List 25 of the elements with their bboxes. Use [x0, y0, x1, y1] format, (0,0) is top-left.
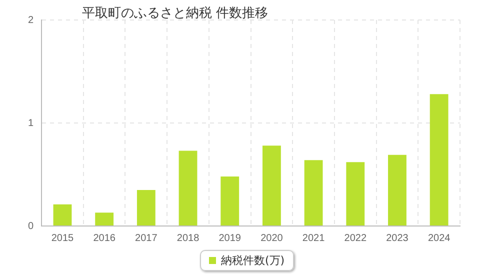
- bar: [304, 160, 323, 226]
- x-tick-label: 2023: [386, 232, 409, 244]
- x-tick-label: 2017: [135, 232, 158, 244]
- bar: [178, 150, 198, 226]
- x-tick-label: 2020: [260, 232, 284, 244]
- bar: [53, 204, 72, 226]
- x-tick-label: 2018: [176, 232, 200, 244]
- bar: [388, 154, 406, 226]
- bar: [430, 94, 448, 226]
- y-tick-label: 2: [28, 14, 34, 26]
- x-tick-label: 2019: [218, 232, 242, 244]
- bar: [262, 146, 281, 226]
- chart-title: 平取町のふるさと納税 件数推移: [82, 5, 268, 22]
- x-tick-label: 2022: [344, 232, 367, 244]
- bar: [136, 190, 156, 226]
- x-tick-label: 2016: [93, 232, 116, 244]
- y-tick-label: 0: [28, 220, 34, 232]
- bar: [346, 162, 365, 226]
- x-tick-label: 2024: [428, 232, 451, 244]
- x-tick-label: 2015: [51, 232, 74, 244]
- bar: [95, 212, 114, 226]
- x-tick-label: 2021: [302, 232, 326, 244]
- legend-label: 納税件数(万): [221, 253, 285, 268]
- y-tick-label: 1: [28, 118, 34, 129]
- bar: [220, 176, 240, 226]
